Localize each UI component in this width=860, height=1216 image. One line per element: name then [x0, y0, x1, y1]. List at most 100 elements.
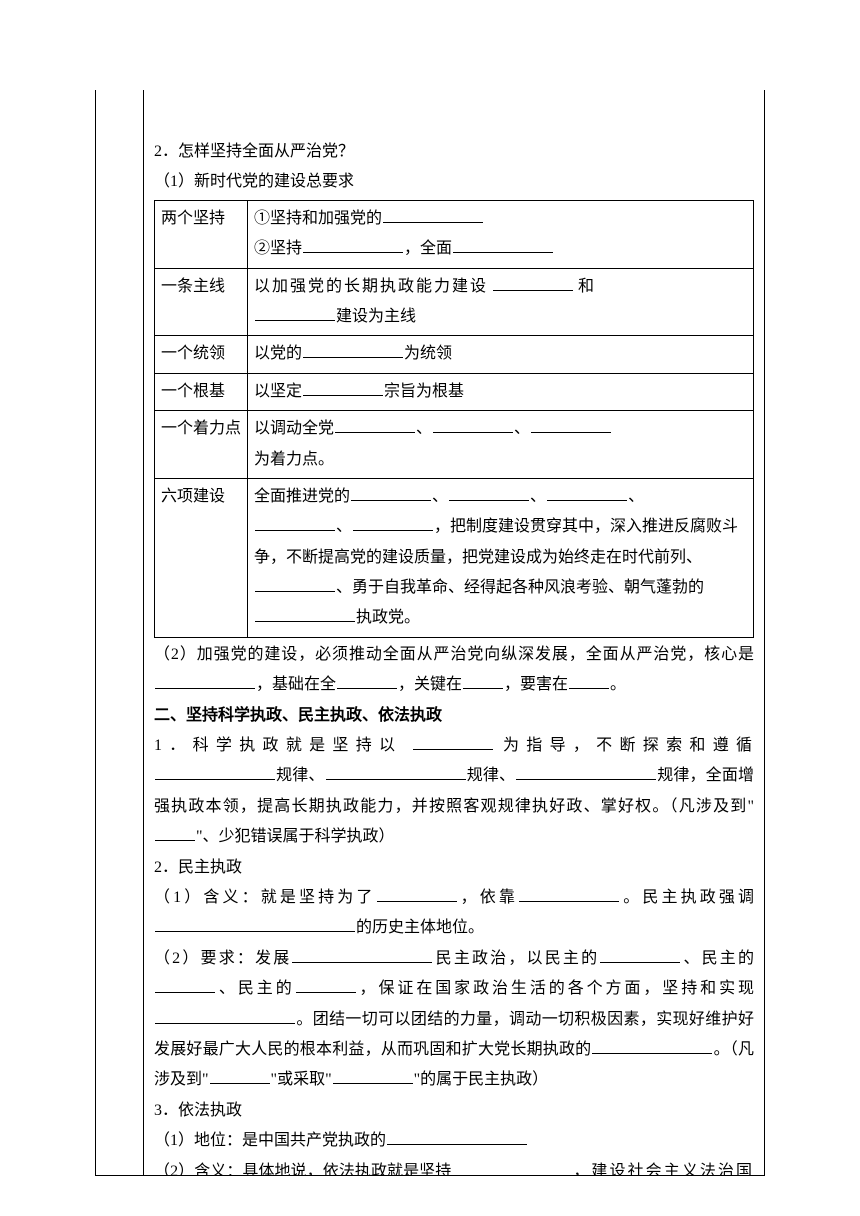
text: "或采取": [271, 1071, 332, 1088]
row-label: 两个坚持: [155, 200, 248, 268]
text: "的属于民主执政）: [414, 1071, 549, 1088]
row-label: 一条主线: [155, 268, 248, 336]
blank: [155, 764, 275, 780]
text: ，全面: [404, 240, 452, 257]
blank: [210, 1068, 270, 1084]
q2-sub2: （2）加强党的建设，必须推动全面从严治党向纵深发展，全面从严治党，核心是，基础在…: [154, 640, 754, 701]
blank: [155, 825, 195, 841]
blank: [383, 207, 483, 223]
text: 和: [578, 278, 594, 295]
requirements-table: 两个坚持 ①坚持和加强党的 ②坚持 ，全面 一条主线 以加强党的长期执政能力建设 …: [154, 200, 754, 638]
text: 、: [432, 488, 448, 505]
text: 以调动全党: [254, 420, 334, 437]
row-content: 以坚定 宗旨为根基: [248, 373, 754, 410]
text: ，基础在全: [256, 676, 336, 693]
table-row: 六项建设 全面推进党的、、、 、，把制度建设贯穿其中，深入推进反腐败斗争，不断提…: [155, 478, 754, 637]
text: 以党的: [254, 345, 302, 362]
text: ，保证在国家政治生活的各个方面，坚持和实现: [357, 980, 754, 997]
blank: [377, 886, 457, 902]
text: ，要害在: [504, 676, 568, 693]
p2-1: （1）含义：就是坚持为了，依靠。民主执政强调的历史主体地位。: [154, 883, 754, 944]
blank: [531, 417, 611, 433]
blank: [255, 515, 335, 531]
table-row: 一个统领 以党的 为统领: [155, 336, 754, 373]
blank: [493, 275, 573, 291]
row-label: 一个统领: [155, 336, 248, 373]
text: 。民主执政强调: [620, 889, 754, 906]
p2: 2．民主执政: [154, 853, 754, 883]
text: ，依靠: [458, 889, 519, 906]
row-content: 以加强党的长期执政能力建设 和 建设为主线: [248, 268, 754, 336]
text: 执政党。: [356, 609, 420, 626]
text: 建设为主线: [336, 308, 416, 325]
q2-title: 2．怎样坚持全面从严治党？: [154, 137, 754, 167]
blank: [413, 734, 493, 750]
text: （1）地位：是中国共产党执政的: [154, 1132, 386, 1149]
text: 民主政治，以民主的: [433, 950, 599, 967]
page-frame: 2．怎样坚持全面从严治党？ （1）新时代党的建设总要求 两个坚持 ①坚持和加强党…: [95, 90, 765, 1176]
blank: [387, 1129, 527, 1145]
blank: [333, 1068, 413, 1084]
text: 为指导，不断探索和遵循: [503, 737, 754, 754]
text: 为着力点。: [254, 451, 334, 468]
text: 以坚定: [254, 383, 302, 400]
p1: 1．科学执政就是坚持以 为指导，不断探索和遵循规律、规律、规律，全面增强执政本领…: [154, 731, 754, 853]
blank: [303, 380, 383, 396]
blank: [155, 1008, 295, 1024]
blank: [292, 947, 432, 963]
blank: [600, 947, 680, 963]
content-column: 2．怎样坚持全面从严治党？ （1）新时代党的建设总要求 两个坚持 ①坚持和加强党…: [144, 90, 764, 1175]
text: 、: [628, 488, 644, 505]
blank: [255, 576, 335, 592]
blank: [547, 485, 627, 501]
p3: 3．依法执政: [154, 1096, 754, 1126]
row-content: 全面推进党的、、、 、，把制度建设贯穿其中，深入推进反腐败斗争，不断提高党的建设…: [248, 478, 754, 637]
blank: [255, 606, 355, 622]
text: 规律、: [276, 767, 325, 784]
blank: [337, 673, 397, 689]
text: ②坚持: [254, 240, 302, 257]
text: 以加强党的长期执政能力建设: [254, 278, 488, 295]
row-content: ①坚持和加强党的 ②坚持 ，全面: [248, 200, 754, 268]
blank: [516, 764, 656, 780]
blank: [303, 237, 403, 253]
section2-title: 二、坚持科学执政、民主执政、依法执政: [154, 701, 754, 731]
text: 规律、: [467, 767, 516, 784]
row-label: 一个根基: [155, 373, 248, 410]
text: ，关键在: [398, 676, 462, 693]
text: 1．科学执政就是坚持以: [154, 737, 402, 754]
blank: [155, 977, 215, 993]
text: 全面推进党的: [254, 488, 350, 505]
p3-2: （2）含义：具体地说，依法执政就是坚持，建设社会主义法治国家，、、，不断推进国家…: [154, 1157, 754, 1176]
p3-1: （1）地位：是中国共产党执政的: [154, 1126, 754, 1156]
table-row: 一个根基 以坚定 宗旨为根基: [155, 373, 754, 410]
text: 。: [610, 676, 626, 693]
row-label: 一个着力点: [155, 411, 248, 479]
text: 、: [514, 420, 530, 437]
text: 、: [530, 488, 546, 505]
blank: [303, 342, 403, 358]
text: 、: [336, 518, 352, 535]
p2-2: （2）要求：发展民主政治，以民主的、民主的、民主的，保证在国家政治生活的各个方面…: [154, 944, 754, 1096]
text: 宗旨为根基: [384, 383, 464, 400]
blank: [453, 237, 553, 253]
text: 、: [416, 420, 432, 437]
text: 、民主的: [681, 950, 754, 967]
table-row: 两个坚持 ①坚持和加强党的 ②坚持 ，全面: [155, 200, 754, 268]
blank: [463, 673, 503, 689]
table-row: 一条主线 以加强党的长期执政能力建设 和 建设为主线: [155, 268, 754, 336]
row-content: 以党的 为统领: [248, 336, 754, 373]
blank: [255, 305, 335, 321]
blank: [519, 886, 619, 902]
text: 为统领: [404, 345, 452, 362]
text: "、少犯错误属于科学执政）: [196, 828, 395, 845]
q2-sub1: （1）新时代党的建设总要求: [154, 167, 754, 197]
blank: [351, 485, 431, 501]
blank: [592, 1038, 712, 1054]
blank: [452, 1160, 572, 1176]
blank: [433, 417, 513, 433]
blank: [155, 916, 355, 932]
blank: [569, 673, 609, 689]
text: （1）含义：就是坚持为了: [154, 889, 376, 906]
text: ①坚持和加强党的: [254, 210, 382, 227]
